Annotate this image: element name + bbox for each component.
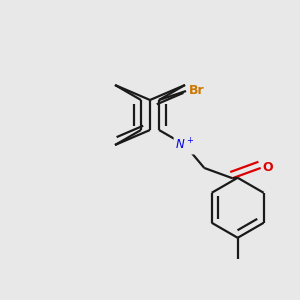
Text: $N^+$: $N^+$ [176,137,195,153]
Text: O: O [263,161,274,175]
Text: Br: Br [189,85,205,98]
